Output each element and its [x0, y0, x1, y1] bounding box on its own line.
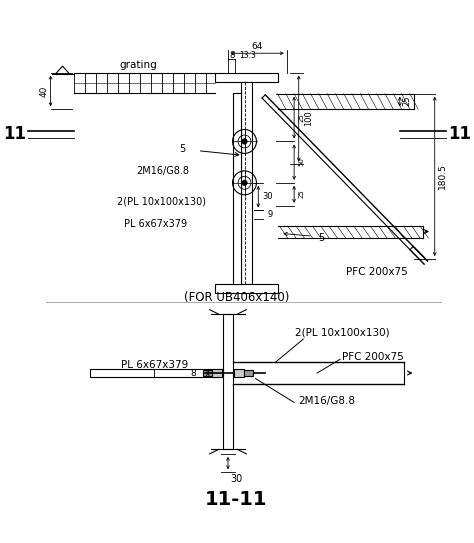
Text: 50: 50	[299, 157, 304, 166]
Bar	[215, 284, 278, 293]
Text: PL 6x67x379: PL 6x67x379	[121, 360, 188, 370]
Circle shape	[242, 180, 247, 186]
Text: 25: 25	[299, 190, 304, 198]
Bar	[90, 369, 223, 377]
Text: PFC 200x75: PFC 200x75	[342, 352, 404, 362]
Bar	[241, 82, 252, 284]
Bar	[244, 370, 253, 376]
Text: 30: 30	[231, 473, 243, 484]
Text: 2(PL 10x100x130): 2(PL 10x100x130)	[295, 327, 389, 338]
Bar	[215, 73, 278, 82]
Bar	[212, 369, 221, 377]
Text: 5: 5	[319, 233, 325, 243]
Bar	[203, 370, 212, 376]
Text: 9: 9	[268, 210, 273, 219]
Bar	[234, 93, 241, 284]
Text: 5: 5	[179, 144, 185, 154]
Text: 25: 25	[402, 96, 411, 106]
Text: 2M16/G8.8: 2M16/G8.8	[299, 396, 356, 406]
Bar	[223, 314, 233, 449]
Text: 40: 40	[40, 85, 49, 97]
Text: PL 6x67x379: PL 6x67x379	[124, 219, 187, 229]
Text: 180.5: 180.5	[438, 163, 447, 190]
Circle shape	[242, 138, 247, 144]
Text: 8: 8	[229, 50, 234, 60]
Text: (FOR UB406x140): (FOR UB406x140)	[183, 291, 289, 304]
Text: 11: 11	[448, 125, 472, 143]
Text: 11-11: 11-11	[205, 490, 267, 509]
Text: grating: grating	[119, 60, 157, 70]
Text: 25: 25	[299, 113, 304, 122]
Text: 2M16/G8.8: 2M16/G8.8	[136, 166, 189, 176]
Text: 11: 11	[3, 125, 26, 143]
Text: 8: 8	[190, 369, 196, 377]
Text: 2(PL 10x100x130): 2(PL 10x100x130)	[117, 196, 206, 206]
Text: 30: 30	[262, 192, 273, 201]
Text: 64: 64	[252, 42, 263, 51]
Text: PFC 200x75: PFC 200x75	[346, 267, 408, 277]
Text: 13.3: 13.3	[239, 50, 255, 60]
Text: 100: 100	[304, 111, 313, 127]
Bar	[234, 369, 244, 377]
